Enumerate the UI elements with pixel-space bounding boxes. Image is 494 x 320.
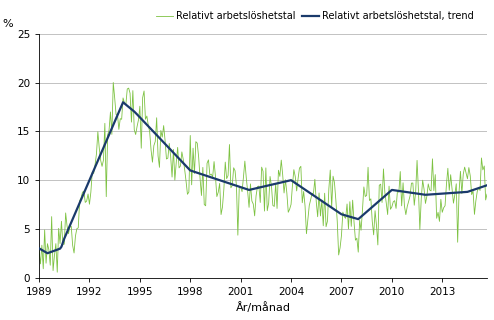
Relativt arbetslöshetstal, trend [242, 187, 248, 190]
Relativt arbetslöshetstal [209, 175, 215, 179]
Relativt arbetslöshetstal, trend [83, 185, 89, 188]
Relativt arbetslöshetstal [151, 144, 157, 148]
Relativt arbetslöshetstal [54, 270, 60, 274]
Relativt arbetslöshetstal [36, 249, 42, 253]
Line: Relativt arbetslöshetstal, trend: Relativt arbetslöshetstal, trend [39, 102, 489, 253]
Relativt arbetslöshetstal, trend [209, 176, 215, 180]
Relativt arbetslöshetstal [110, 81, 116, 84]
Relativt arbetslöshetstal, trend [44, 251, 50, 255]
Legend: Relativt arbetslöshetstal, Relativt arbetslöshetstal, trend: Relativt arbetslöshetstal, Relativt arbe… [152, 7, 478, 25]
Relativt arbetslöshetstal [340, 210, 346, 214]
Relativt arbetslöshetstal, trend [269, 183, 275, 187]
Y-axis label: %: % [2, 19, 13, 29]
Relativt arbetslöshetstal, trend [486, 183, 492, 187]
Relativt arbetslöshetstal [83, 199, 89, 203]
Line: Relativt arbetslöshetstal: Relativt arbetslöshetstal [39, 83, 489, 272]
Relativt arbetslöshetstal, trend [340, 213, 346, 217]
X-axis label: År/månad: År/månad [236, 302, 290, 313]
Relativt arbetslöshetstal [486, 200, 492, 204]
Relativt arbetslöshetstal, trend [151, 130, 157, 134]
Relativt arbetslöshetstal [242, 159, 248, 163]
Relativt arbetslöshetstal, trend [36, 246, 42, 250]
Relativt arbetslöshetstal [269, 184, 275, 188]
Relativt arbetslöshetstal, trend [120, 100, 126, 104]
